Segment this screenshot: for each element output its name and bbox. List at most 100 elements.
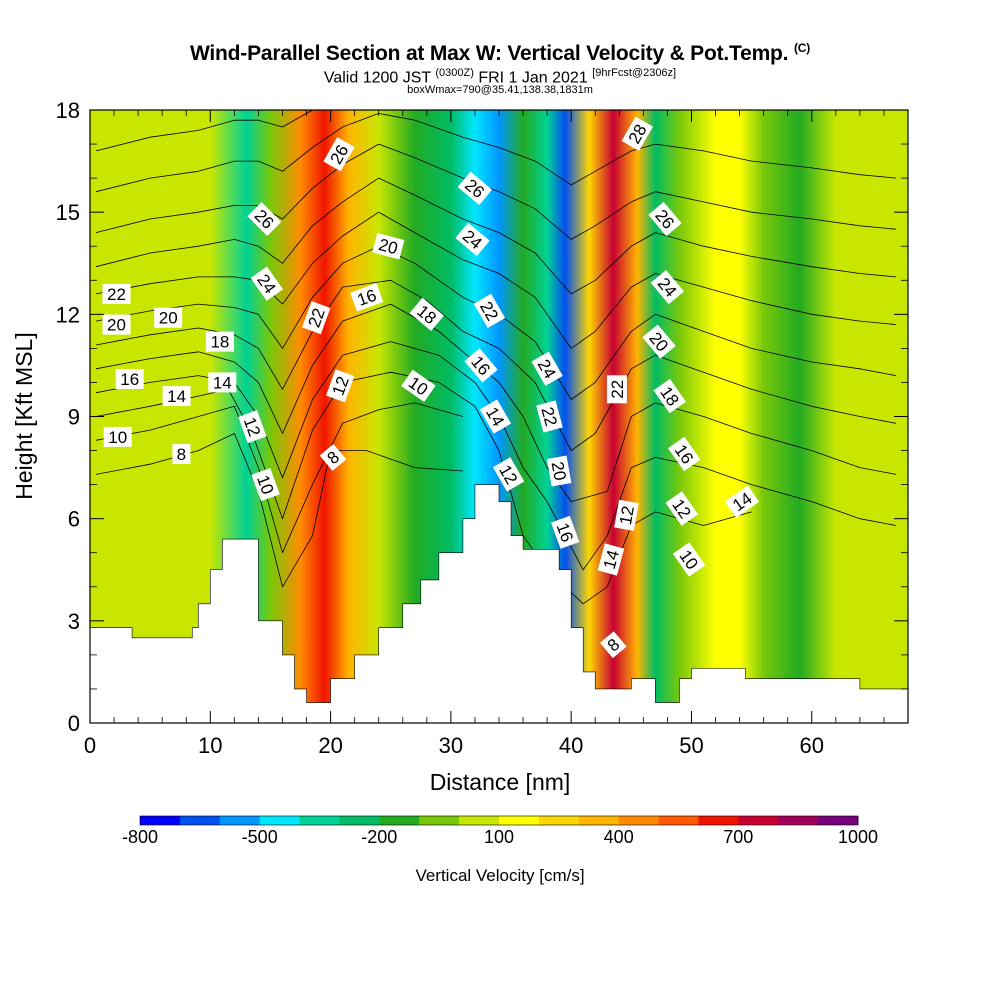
contour-label-box — [455, 222, 490, 257]
contour-label-box — [536, 400, 563, 433]
colorbar-tick-label: -200 — [361, 827, 397, 847]
chart-title-suffix: (C) — [793, 41, 811, 55]
contour-label-box — [597, 543, 625, 576]
contour-label-box — [154, 307, 183, 328]
contour-label: 8 — [319, 443, 347, 471]
contour-label-box — [319, 443, 347, 471]
x-tick-label: 0 — [84, 733, 96, 758]
contour-label-box — [551, 515, 580, 549]
y-tick-label: 6 — [68, 507, 80, 532]
contour-label-text: 22 — [537, 405, 560, 428]
contour-label: 16 — [350, 283, 384, 312]
contour-label-text: 16 — [120, 370, 139, 389]
contour-label-box — [251, 468, 280, 502]
contour-label-box — [172, 444, 191, 464]
contour-label-box — [642, 324, 676, 359]
colorbar-tick-label: 400 — [604, 827, 634, 847]
x-tick-label: 10 — [198, 733, 222, 758]
contour-label: 20 — [154, 307, 183, 328]
y-axis-label: Height [Kft MSL] — [11, 332, 37, 499]
colorbar-swatch — [379, 816, 420, 825]
theta-contour-18 — [95, 279, 897, 451]
colorbar-swatch — [419, 816, 460, 825]
valid-time-line: Valid 1200 JST (0300Z) FRI 1 Jan 2021 [9… — [0, 66, 1000, 87]
contour-label-box — [531, 351, 563, 386]
contour-label-box — [162, 386, 191, 407]
colorbar-tick-label: -500 — [242, 827, 278, 847]
contour-label-text: 18 — [210, 333, 229, 352]
colorbar-swatch — [339, 816, 380, 825]
x-tick-label: 30 — [439, 733, 463, 758]
contour-label: 10 — [251, 468, 280, 502]
contour-label: 20 — [546, 455, 572, 487]
colorbar-swatch — [738, 816, 779, 825]
contour-label-box — [326, 369, 355, 403]
theta-contour-22 — [95, 211, 897, 349]
y-tick-label: 12 — [56, 302, 80, 327]
contour-label-text: 20 — [107, 316, 126, 335]
theta-contour-16 — [95, 303, 897, 502]
contour-label-box — [238, 410, 267, 444]
y-tick-label: 0 — [68, 711, 80, 736]
valid-prefix: Valid 1200 JST — [323, 69, 431, 87]
theta-contour-12 — [95, 371, 752, 605]
contour-label-box — [614, 499, 639, 531]
y-tick-label: 18 — [56, 98, 80, 123]
contour-label-box — [350, 283, 384, 312]
colorbar-swatch — [499, 816, 540, 825]
contour-label-box — [401, 369, 436, 403]
contour-label-text: 14 — [213, 373, 232, 392]
contour-label-box — [492, 457, 525, 492]
contour-label: 20 — [372, 232, 405, 260]
colorbar-swatch — [219, 816, 261, 825]
colorbar-swatch — [778, 816, 819, 825]
contour-label-text: 12 — [616, 504, 638, 526]
contour-label-box — [599, 631, 627, 659]
colorbar-swatch — [259, 816, 300, 825]
contour-label: 22 — [536, 400, 563, 433]
contour-label: 12 — [326, 369, 355, 403]
contour-label-box — [302, 301, 331, 335]
contour-label-box — [648, 201, 682, 237]
contour-label-box — [650, 269, 685, 305]
colorbar-tick-label: 700 — [723, 827, 753, 847]
contour-label: 14 — [162, 386, 191, 407]
x-tick-label: 40 — [559, 733, 583, 758]
contour-label: 14 — [597, 543, 625, 576]
colorbar-frame — [139, 815, 859, 826]
contour-label-box — [473, 293, 506, 329]
colorbar-swatch — [658, 816, 699, 825]
x-axis-label: Distance [nm] — [430, 769, 571, 795]
contour-label: 8 — [172, 444, 191, 464]
contour-label-text: 20 — [159, 309, 178, 328]
box-info: boxWmax=790@35.41,138.38,1831m — [407, 84, 593, 97]
contour-label: 22 — [102, 283, 131, 304]
contour-label-box — [724, 485, 760, 518]
contour-label-box — [546, 455, 572, 487]
colorbar-swatch — [299, 816, 340, 825]
contour-label: 10 — [103, 426, 132, 447]
contour-label: 16 — [115, 369, 144, 389]
contour-label: 18 — [205, 331, 234, 352]
contour-label-box — [115, 369, 144, 389]
contour-label-text: 8 — [177, 445, 186, 464]
contour-label-text: 14 — [167, 387, 186, 406]
colorbar-tick-label: 100 — [484, 827, 514, 847]
colorbar-swatch — [140, 816, 181, 825]
colorbar-swatch — [698, 816, 739, 825]
theta-contour-28 — [95, 113, 897, 193]
contour-label-text: 22 — [107, 285, 126, 304]
colorbar-swatch — [459, 816, 500, 825]
colorbar: -800 -500 -200 100 400 700 1000 — [122, 815, 878, 847]
theta-contour-10 — [95, 402, 464, 554]
contour-label: 20 — [102, 314, 131, 335]
title-block: Wind-Parallel Section at Max W: Vertical… — [0, 36, 1000, 96]
contour-label-box — [102, 314, 131, 335]
y-tick-label: 9 — [68, 405, 80, 430]
contour-label-box — [665, 491, 699, 526]
contour-label-box — [606, 375, 627, 404]
contour-label-text: 22 — [608, 380, 627, 399]
